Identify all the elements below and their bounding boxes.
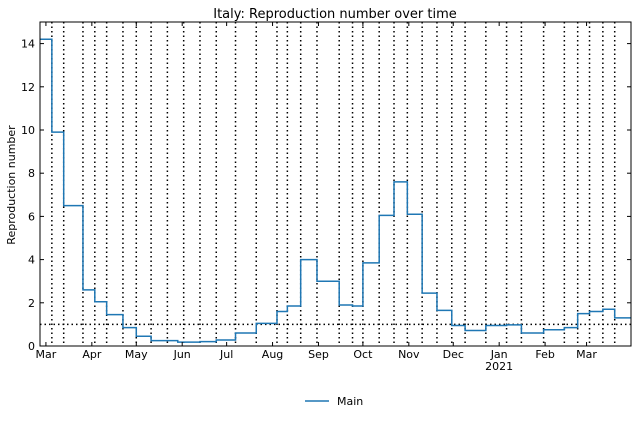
y-tick-label: 12 (21, 81, 35, 94)
x-tick-label: Nov (398, 348, 420, 361)
x-tick-label: Mar (36, 348, 57, 361)
y-tick-label: 14 (21, 38, 35, 51)
chart-title: Italy: Reproduction number over time (213, 7, 457, 22)
x-tick-label: Sep (308, 348, 329, 361)
legend: Main (305, 395, 363, 408)
x-tick-label: Oct (353, 348, 373, 361)
x-tick-label: Mar (576, 348, 597, 361)
x-tick-label: Jul (219, 348, 233, 361)
y-tick-label: 2 (28, 297, 35, 310)
x-tick-label: Jun (173, 348, 191, 361)
axes-frame (39, 21, 632, 347)
series-line (40, 38, 631, 343)
x-tick-label: Dec (443, 348, 464, 361)
y-axis-label: Reproduction number (5, 125, 18, 245)
x-tick-label: May (125, 348, 148, 361)
x-tick-label-year: 2021 (485, 360, 513, 373)
y-tick-label: 8 (28, 167, 35, 180)
y-tick-label: 4 (28, 254, 35, 267)
x-tick-label: Apr (82, 348, 102, 361)
y-tick-label: 0 (28, 340, 35, 353)
x-tick-label: Jan (490, 348, 508, 361)
x-tick-label: Feb (535, 348, 554, 361)
x-tick-label: Aug (262, 348, 283, 361)
plot-area: 0 2 4 6 8 10 12 14 Mar Apr May Jun Jul Aug Sep Oct Nov De… (21, 21, 632, 373)
y-tick-label: 6 (28, 210, 35, 223)
y-tick-label: 10 (21, 124, 35, 137)
legend-label: Main (337, 395, 363, 408)
